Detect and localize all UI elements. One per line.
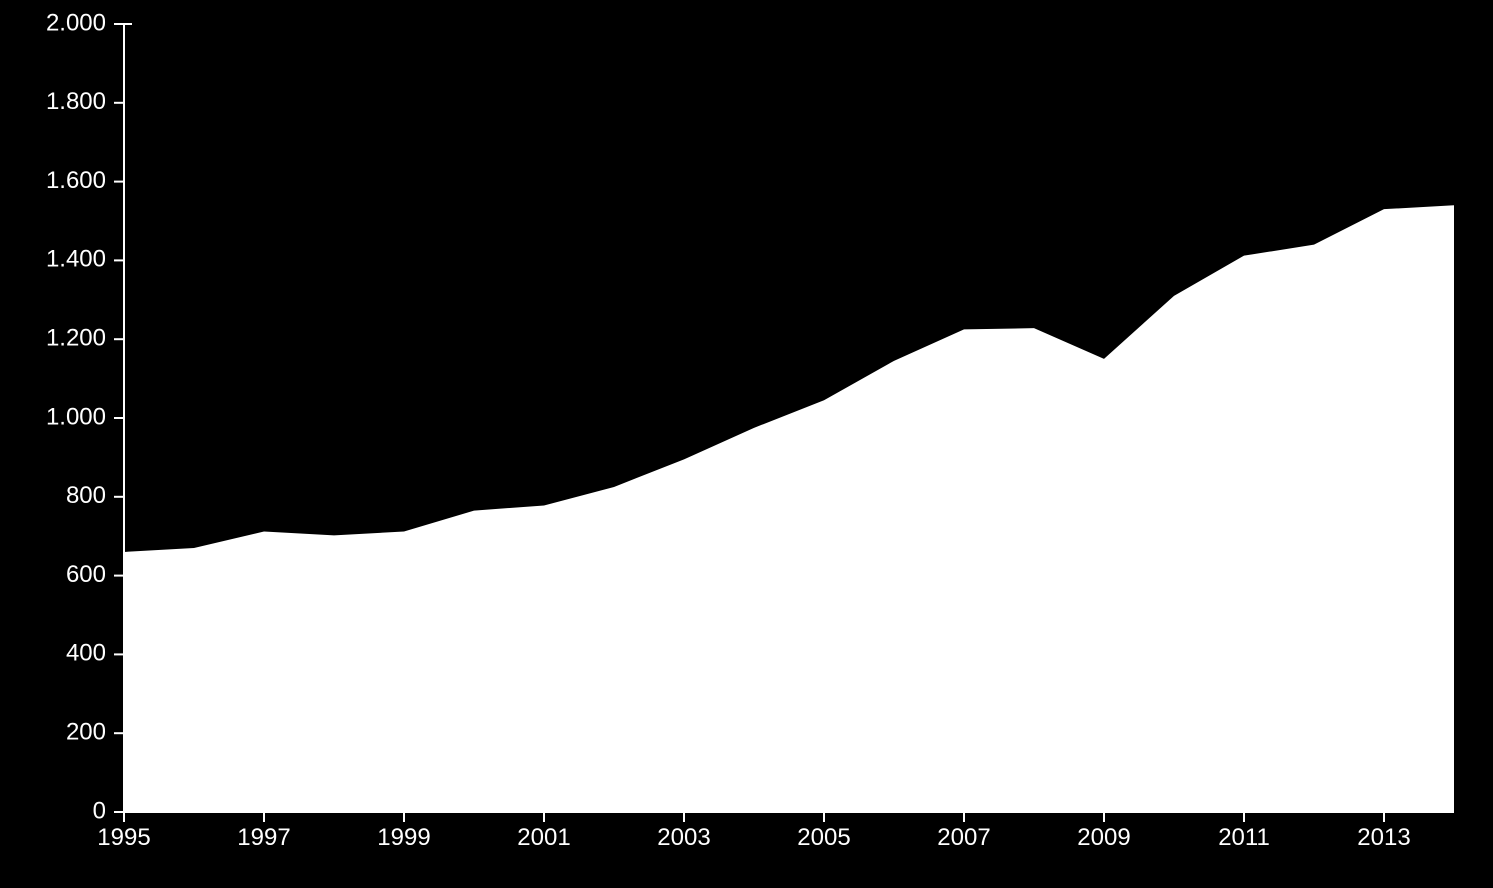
x-tick-label: 2009 xyxy=(1077,824,1130,851)
y-tick-label: 1.800 xyxy=(46,88,106,115)
y-tick-label: 800 xyxy=(66,482,106,509)
x-tick-label: 1997 xyxy=(237,824,290,851)
x-tick-label: 2005 xyxy=(797,824,850,851)
x-tick-label: 2003 xyxy=(657,824,710,851)
x-tick-label: 1999 xyxy=(377,824,430,851)
y-tick-label: 1.600 xyxy=(46,167,106,194)
y-tick-label: 600 xyxy=(66,561,106,588)
y-tick-label: 1.000 xyxy=(46,403,106,430)
y-tick-label: 1.200 xyxy=(46,325,106,352)
x-tick-label: 2001 xyxy=(517,824,570,851)
x-tick-label: 2013 xyxy=(1357,824,1410,851)
x-tick-label: 1995 xyxy=(97,824,150,851)
chart-svg: 0 200 400 600 800 1.000 1.200 1.400 1.600 1.800 2.… xyxy=(0,0,1493,888)
y-tick-label: 200 xyxy=(66,719,106,746)
y-tick-label: 2.000 xyxy=(46,9,106,36)
y-tick-label: 400 xyxy=(66,640,106,667)
x-tick-label: 2007 xyxy=(937,824,990,851)
area-chart: 0 200 400 600 800 1.000 1.200 1.400 1.600 1.800 2.… xyxy=(0,0,1493,888)
y-tick-label: 0 xyxy=(93,797,106,824)
y-tick-label: 1.400 xyxy=(46,246,106,273)
x-tick-label: 2011 xyxy=(1218,824,1270,851)
